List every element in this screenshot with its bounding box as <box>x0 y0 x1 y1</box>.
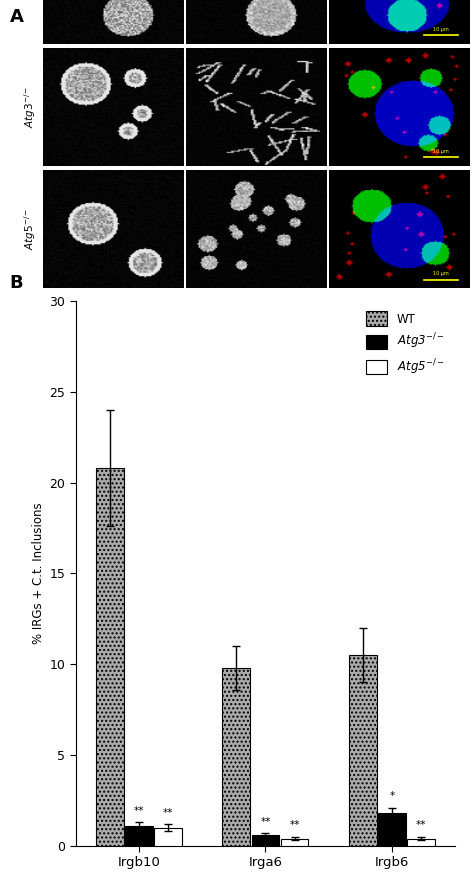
Text: **: ** <box>260 817 271 827</box>
Text: 10 μm: 10 μm <box>433 27 449 31</box>
Text: Irgb10: Irgb10 <box>236 21 276 33</box>
Y-axis label: % IRGs + C.t. Inclusions: % IRGs + C.t. Inclusions <box>32 502 46 644</box>
Text: **: ** <box>163 807 173 818</box>
Bar <box>252 835 279 846</box>
Text: A: A <box>9 9 23 26</box>
Text: $C.t.$: $C.t.$ <box>100 21 125 33</box>
Bar <box>96 468 124 846</box>
Text: *: * <box>389 791 394 801</box>
Text: 10 μm: 10 μm <box>433 271 449 276</box>
Bar <box>154 828 182 846</box>
Text: $Atg3^{-/-}$: $Atg3^{-/-}$ <box>22 85 38 128</box>
Bar <box>125 826 153 846</box>
Text: **: ** <box>134 806 144 816</box>
Text: 10 μm: 10 μm <box>433 149 449 153</box>
Bar <box>407 839 435 846</box>
Bar <box>281 839 309 846</box>
Text: $Atg5^{-/-}$: $Atg5^{-/-}$ <box>22 208 38 250</box>
Bar <box>378 813 406 846</box>
Legend: WT, Atg3$^{-/-}$, Atg5$^{-/-}$: WT, Atg3$^{-/-}$, Atg5$^{-/-}$ <box>361 307 449 382</box>
Text: **: ** <box>289 821 300 830</box>
Bar <box>222 668 250 846</box>
Text: Merge: Merge <box>379 21 419 33</box>
Text: B: B <box>9 274 23 292</box>
Text: **: ** <box>416 821 426 830</box>
Bar <box>349 655 377 846</box>
